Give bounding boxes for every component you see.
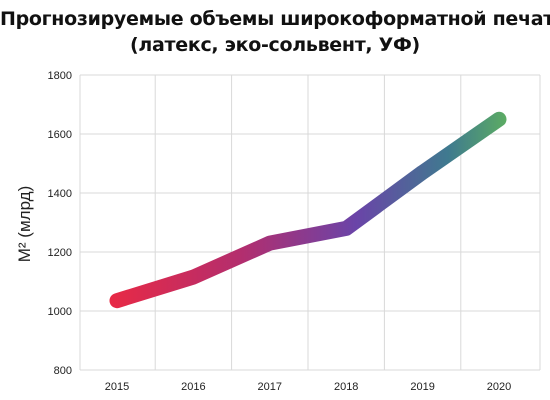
x-tick-label: 2018	[334, 381, 358, 393]
grid-lines	[79, 74, 541, 371]
y-tick-label: 800	[54, 365, 72, 377]
x-tick-labels: 2015 2016 2017 2018 2019 2020	[105, 381, 511, 393]
y-tick-label: 1400	[48, 188, 72, 200]
chart-title: Прогнозируемые объемы широкоформатной пе…	[0, 6, 550, 58]
series-line	[109, 111, 507, 309]
y-tick-label: 1600	[48, 129, 72, 141]
x-tick-label: 2020	[487, 381, 511, 393]
x-tick-label: 2016	[181, 381, 205, 393]
x-tick-label: 2019	[410, 381, 434, 393]
series-layer	[109, 111, 507, 309]
y-tick-label: 1200	[48, 247, 72, 259]
x-tick-label: 2017	[258, 381, 282, 393]
y-tick-labels: 800 1000 1200 1400 1600 1800	[48, 70, 72, 377]
y-tick-label: 1800	[48, 70, 72, 82]
x-tick-label: 2015	[105, 381, 129, 393]
chart-title-line-2: (латекс, эко-сольвент, УФ)	[130, 34, 420, 56]
y-tick-label: 1000	[48, 306, 72, 318]
y-axis-label: М² (млрд)	[15, 186, 34, 262]
chart-title-line-1: Прогнозируемые объемы широкоформатной пе…	[0, 8, 550, 30]
